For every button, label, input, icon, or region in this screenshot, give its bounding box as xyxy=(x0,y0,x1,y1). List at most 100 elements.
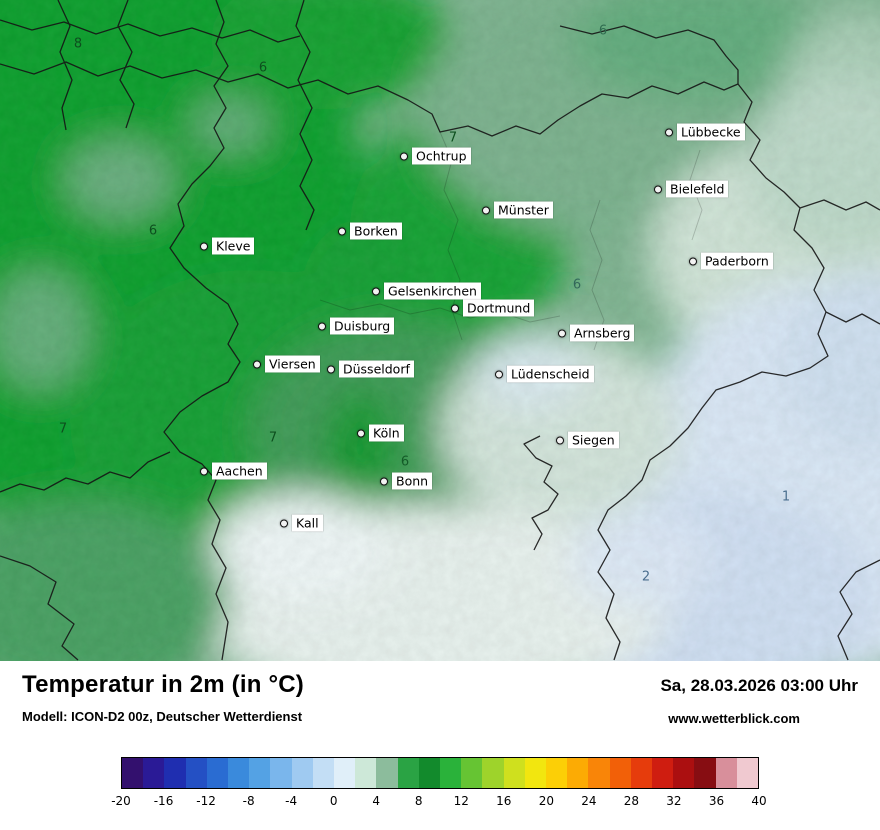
city-marker: Siegen xyxy=(556,431,619,449)
city-label: Münster xyxy=(494,201,553,219)
colorbar-segment xyxy=(630,758,653,788)
colorbar-segment xyxy=(588,758,610,788)
city-marker: Borken xyxy=(338,222,402,240)
city-marker: Paderborn xyxy=(689,252,773,270)
city-dot xyxy=(495,370,503,378)
city-dot xyxy=(357,429,365,437)
city-marker: Lübbecke xyxy=(665,123,745,141)
colorbar-segment xyxy=(482,758,504,788)
colorbar-segment xyxy=(418,758,441,788)
colorbar-segment xyxy=(524,758,547,788)
city-label: Paderborn xyxy=(701,252,773,270)
temperature-map: 8 6 6 7 6 6 7 7 6 1 2 Ochtrup Lübbecke Bielefeld Müns… xyxy=(0,0,880,661)
city-label: Siegen xyxy=(568,431,619,449)
colorbar-segment xyxy=(461,758,483,788)
colorbar-tick-label: -12 xyxy=(196,794,216,808)
city-label: Düsseldorf xyxy=(339,360,414,378)
temperature-value: 7 xyxy=(58,421,68,437)
city-label: Bielefeld xyxy=(666,180,729,198)
city-dot xyxy=(654,185,662,193)
temperature-value: 1 xyxy=(781,489,791,505)
city-label: Borken xyxy=(350,222,402,240)
model-info: Modell: ICON-D2 00z, Deutscher Wetterdie… xyxy=(22,709,303,724)
city-label: Gelsenkirchen xyxy=(384,282,481,300)
colorbar-segment xyxy=(376,758,398,788)
city-dot xyxy=(482,206,490,214)
city-marker: Lüdenscheid xyxy=(495,365,594,383)
city-dot xyxy=(451,304,459,312)
colorbar-segment xyxy=(355,758,377,788)
temperature-value: 8 xyxy=(73,36,83,52)
colorbar-segment xyxy=(312,758,335,788)
city-label: Dortmund xyxy=(463,299,535,317)
colorbar-tick-label: 28 xyxy=(623,794,640,808)
colorbar-segment xyxy=(609,758,631,788)
temperature-value: 6 xyxy=(148,223,158,239)
city-marker: Kall xyxy=(280,514,323,532)
colorbar-segment xyxy=(122,758,144,788)
colorbar-segment xyxy=(164,758,186,788)
city-dot xyxy=(689,257,697,265)
colorbar-tick-label: 36 xyxy=(708,794,725,808)
colorbar-segment xyxy=(440,758,462,788)
colorbar-tick-label: 32 xyxy=(666,794,682,808)
colorbar-tick-label: 40 xyxy=(751,794,767,808)
city-label: Lüdenscheid xyxy=(507,365,594,383)
colorbar-segment xyxy=(736,758,758,788)
city-dot xyxy=(253,360,261,368)
colorbar-tick-label: 20 xyxy=(538,794,554,808)
temperature-value: 7 xyxy=(268,430,278,446)
colorbar-segment xyxy=(652,758,674,788)
map-graphic xyxy=(0,0,880,661)
website-url: www.wetterblick.com xyxy=(668,711,800,726)
colorbar-tick-label: 12 xyxy=(453,794,469,808)
city-marker: Bonn xyxy=(380,472,433,490)
colorbar-tick-label: 16 xyxy=(496,794,512,808)
colorbar-tick-label: -20 xyxy=(111,794,131,808)
city-dot xyxy=(200,467,208,475)
temperature-value: 6 xyxy=(572,277,582,293)
city-marker: Kleve xyxy=(200,237,255,255)
city-dot xyxy=(380,477,388,485)
forecast-datetime: Sa, 28.03.2026 03:00 Uhr xyxy=(660,676,858,695)
city-label: Köln xyxy=(369,424,404,442)
map-footer: Temperatur in 2m (in °C) Sa, 28.03.2026 … xyxy=(0,661,880,830)
city-label: Bonn xyxy=(392,472,433,490)
city-dot xyxy=(556,436,564,444)
city-marker: Köln xyxy=(357,424,404,442)
colorbar-tick-label: -4 xyxy=(285,794,298,808)
colorbar-segment xyxy=(567,758,589,788)
colorbar-segment xyxy=(397,758,419,788)
colorbar-segment xyxy=(270,758,292,788)
temperature-value: 2 xyxy=(641,569,651,585)
colorbar-segment xyxy=(694,758,716,788)
city-dot xyxy=(318,322,326,330)
colorbar-segment xyxy=(185,758,207,788)
city-marker: Düsseldorf xyxy=(327,360,414,378)
city-dot xyxy=(558,329,566,337)
map-title: Temperatur in 2m (in °C) xyxy=(22,671,304,698)
city-label: Kall xyxy=(292,514,323,532)
colorbar-segment xyxy=(206,758,229,788)
temperature-value: 6 xyxy=(400,454,410,470)
city-dot xyxy=(400,152,408,160)
temperature-value: 7 xyxy=(448,130,458,146)
colorbar-tick-label: 24 xyxy=(581,794,597,808)
temperature-value: 6 xyxy=(598,23,608,39)
colorbar-segment xyxy=(143,758,165,788)
temperature-value: 6 xyxy=(258,60,268,76)
city-marker: Gelsenkirchen xyxy=(372,282,481,300)
city-marker: Viersen xyxy=(253,355,320,373)
colorbar-segment xyxy=(503,758,525,788)
colorbar-segment xyxy=(673,758,695,788)
colorbar-segment xyxy=(249,758,271,788)
city-dot xyxy=(327,365,335,373)
colorbar-tick-label: 8 xyxy=(414,794,423,808)
colorbar-segment xyxy=(715,758,737,788)
colorbar-tick-label: -16 xyxy=(153,794,174,808)
city-marker: Dortmund xyxy=(451,299,535,317)
colorbar-segment xyxy=(228,758,250,788)
colorbar-segment xyxy=(291,758,313,788)
colorbar-ticks: -20 -16 -12 -8 -4 0 4 8 12 16 20 24 28 32 36 40 xyxy=(111,794,766,809)
city-label: Duisburg xyxy=(330,317,395,335)
